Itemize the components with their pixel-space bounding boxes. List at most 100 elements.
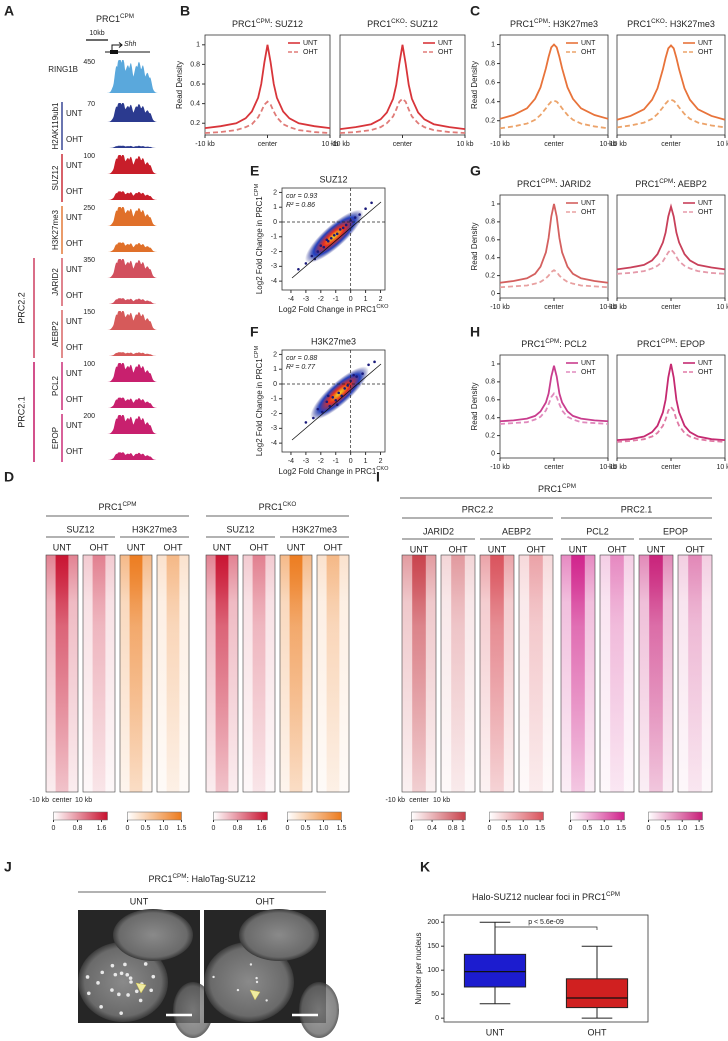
colorbar-label: 0.5: [502, 825, 512, 832]
panel-label: D: [4, 469, 14, 485]
annotation: p < 5.6e-09: [528, 919, 564, 926]
focus: [151, 974, 156, 979]
colorbar-label: 0: [410, 825, 414, 832]
arrowhead: [135, 982, 147, 994]
point: [322, 245, 326, 249]
y-tick-label: -1: [271, 234, 277, 241]
nucleus: [78, 942, 168, 1022]
focus: [113, 972, 118, 977]
point: [355, 375, 358, 378]
group-label: PRC2.1: [16, 396, 26, 428]
x-tick-label: 10 kb: [599, 304, 616, 311]
condition-label: UNT: [66, 421, 83, 430]
colorbar: [127, 811, 182, 821]
x-tick-label: -10 kb: [490, 464, 510, 471]
chart-title: PRC1CPM: JARID2: [517, 178, 591, 189]
heatmap-core: [412, 555, 426, 792]
box: [463, 953, 527, 988]
x-tick-label: center: [409, 797, 429, 804]
y-tick-label: 0.4: [485, 415, 495, 422]
focus: [99, 1005, 103, 1009]
title-part: : AEBP2: [673, 179, 707, 189]
focus: [128, 976, 133, 980]
series-line: [204, 100, 331, 134]
gene-arrow: [111, 42, 123, 52]
legend-label: UNT: [581, 360, 596, 367]
title-part: PRC1: [259, 502, 283, 512]
x-tick-label: center: [661, 141, 681, 148]
point: [370, 201, 373, 205]
track-max: 200: [83, 413, 95, 420]
heatmap-frame: [119, 554, 153, 793]
condition-label: OHT: [256, 896, 276, 906]
y-axis-label: Read Density: [470, 382, 479, 430]
title-part: PRC1: [538, 484, 562, 494]
legend-label: UNT: [698, 40, 713, 47]
x-tick-label: center: [258, 141, 278, 148]
colorbar-label: 0.5: [301, 825, 311, 832]
heatmap-frame: [560, 554, 596, 793]
nucleus: [113, 909, 193, 961]
group-title: PRC2.1: [621, 504, 653, 514]
y-tick-label: 0.8: [485, 60, 495, 67]
legend-label: OHT: [438, 49, 454, 56]
box: [565, 978, 629, 1009]
track-signal: [85, 242, 170, 252]
colorbar-label: 1.5: [694, 825, 704, 832]
y-tick-label: 0.8: [190, 61, 200, 68]
title-part: CPM: [123, 501, 137, 508]
plot-frame: [281, 187, 386, 291]
colorbar-label: 0.5: [583, 825, 593, 832]
y-tick-label: -3: [271, 425, 277, 432]
heatmap-core: [571, 555, 585, 792]
scale-label: 10kb: [89, 30, 104, 37]
legend-label: OHT: [698, 49, 714, 56]
nucleus: [173, 982, 213, 1038]
y-tick-label: 0.4: [485, 255, 495, 262]
x-tick-label: center: [52, 797, 72, 804]
focus: [100, 970, 105, 975]
point: [331, 396, 335, 399]
chart-title: H3K27me3: [311, 336, 356, 346]
y-tick-label: 2: [273, 351, 277, 358]
annotation: R² = 0.77: [286, 364, 316, 371]
panel-label: E: [250, 163, 259, 179]
x-tick-label: -10 kb: [30, 797, 50, 804]
plot-frame: [281, 349, 386, 453]
x-tick-label: -10 kb: [490, 141, 510, 148]
series-line: [499, 365, 609, 423]
y-tick-label: 1: [491, 361, 495, 368]
title-part: : EPOP: [675, 339, 705, 349]
y-tick-label: 150: [427, 943, 439, 950]
track-label: RING1B: [48, 65, 78, 74]
sig-bracket: [494, 926, 598, 930]
chart-title: PRC1CPM: SUZ12: [232, 18, 303, 29]
chart-title: PRC1CPM: EPOP: [637, 338, 705, 349]
track-signal: [85, 60, 170, 93]
y-axis-label: Read Density: [470, 61, 479, 109]
target-label: H3K27me3: [292, 524, 337, 534]
legend-label: UNT: [438, 40, 453, 47]
point: [373, 360, 376, 364]
track-signal: [85, 145, 170, 148]
target-label: JARID2: [423, 526, 454, 536]
panel-title: PRC1CPM: [538, 483, 576, 494]
x-tick-label: -1: [333, 458, 339, 465]
focus: [255, 976, 258, 980]
legend-label: UNT: [698, 360, 713, 367]
colorbar-label: 1.0: [319, 825, 329, 832]
colorbar-label: 0: [286, 825, 290, 832]
y-tick-label: 0.6: [485, 79, 495, 86]
y-tick-label: 0.8: [485, 219, 495, 226]
x-tick-label: 10 kb: [599, 141, 616, 148]
heatmap-core: [215, 555, 229, 792]
x-tick-label: -10 kb: [386, 797, 406, 804]
y-tick-label: 100: [427, 967, 439, 974]
title-part: CPM: [541, 178, 555, 185]
condition-label: UNT: [66, 369, 83, 378]
track-signal: [85, 415, 170, 434]
y-tick-label: 0: [491, 290, 495, 297]
track-max: 100: [83, 361, 95, 368]
title-part: PRC1: [232, 19, 256, 29]
annotation: R² = 0.86: [286, 202, 315, 209]
